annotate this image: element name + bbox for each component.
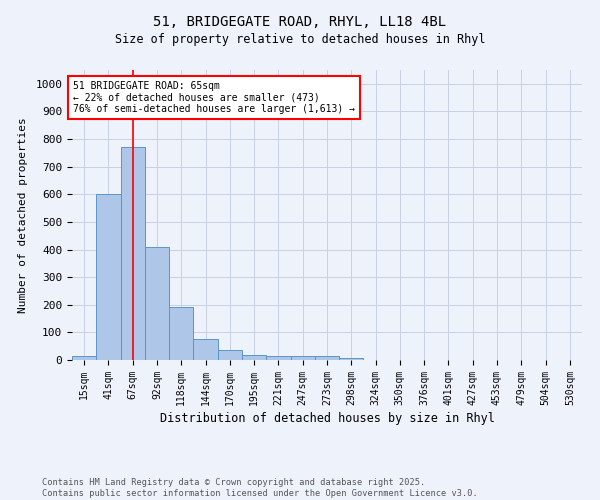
Text: 51, BRIDGEGATE ROAD, RHYL, LL18 4BL: 51, BRIDGEGATE ROAD, RHYL, LL18 4BL <box>154 15 446 29</box>
Bar <box>242 355 266 360</box>
Y-axis label: Number of detached properties: Number of detached properties <box>19 117 28 313</box>
Text: 51 BRIDGEGATE ROAD: 65sqm
← 22% of detached houses are smaller (473)
76% of semi: 51 BRIDGEGATE ROAD: 65sqm ← 22% of detac… <box>73 81 355 114</box>
Text: Size of property relative to detached houses in Rhyl: Size of property relative to detached ho… <box>115 32 485 46</box>
Bar <box>169 306 193 360</box>
Bar <box>72 356 96 360</box>
Bar <box>145 247 169 360</box>
Bar <box>315 356 339 360</box>
Bar <box>193 340 218 360</box>
Bar <box>218 350 242 360</box>
Bar <box>290 356 315 360</box>
Bar <box>96 194 121 360</box>
X-axis label: Distribution of detached houses by size in Rhyl: Distribution of detached houses by size … <box>160 412 494 425</box>
Bar <box>339 358 364 360</box>
Bar <box>266 356 290 360</box>
Bar <box>121 148 145 360</box>
Text: Contains HM Land Registry data © Crown copyright and database right 2025.
Contai: Contains HM Land Registry data © Crown c… <box>42 478 478 498</box>
